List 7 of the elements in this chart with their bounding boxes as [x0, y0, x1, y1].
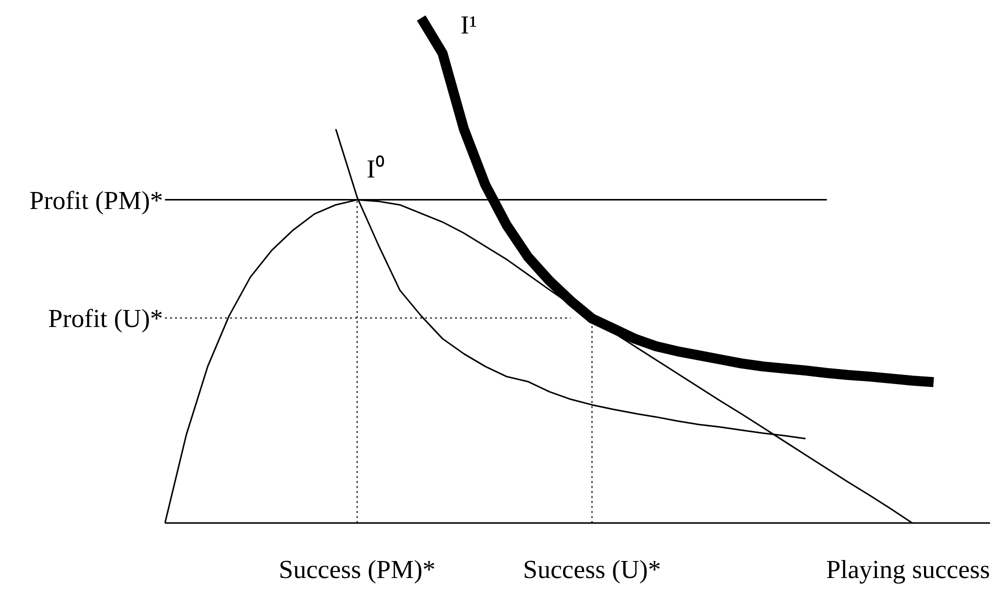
- ref-line-label: Profit (U)*: [48, 304, 163, 333]
- series-label: Profit (PM)*: [29, 186, 163, 215]
- x-axis-title: Playing success: [826, 555, 990, 584]
- x-tick-label: Success (U)*: [523, 555, 661, 584]
- x-tick-label: Success (PM)*: [278, 555, 436, 584]
- series-label: I⁰: [366, 154, 384, 184]
- series-label: I¹: [460, 10, 478, 40]
